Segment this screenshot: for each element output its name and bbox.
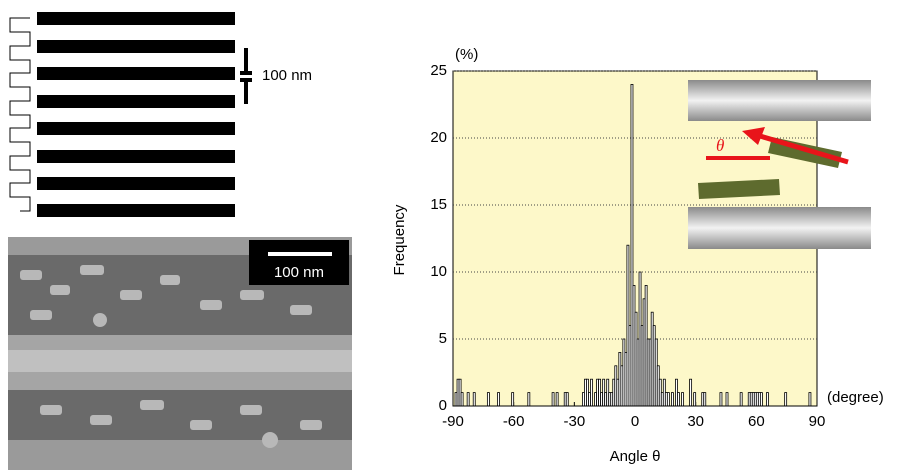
bar bbox=[677, 392, 680, 407]
bar bbox=[555, 392, 559, 407]
histogram: 0 5 10 15 20 25 -90 -60 -30 0 30 60 90 (%) (degree) Fre… bbox=[391, 46, 884, 465]
bar bbox=[719, 392, 723, 407]
bar bbox=[671, 392, 674, 407]
sem-image: 100 nm bbox=[8, 237, 352, 470]
y-tick-label: 10 bbox=[430, 263, 447, 280]
bar bbox=[511, 392, 515, 407]
bar bbox=[725, 392, 729, 407]
x-tick-label: -90 bbox=[442, 413, 464, 430]
bar bbox=[703, 392, 707, 407]
bar bbox=[759, 392, 763, 407]
scale-label: 100 nm bbox=[274, 264, 324, 281]
bar bbox=[472, 392, 476, 407]
bar bbox=[766, 392, 769, 407]
bar bbox=[666, 392, 670, 407]
y-tick-label: 0 bbox=[439, 397, 447, 414]
bar bbox=[497, 392, 500, 407]
y-tick-label: 25 bbox=[430, 62, 447, 79]
y-tick-label: 15 bbox=[430, 196, 447, 213]
bar bbox=[527, 392, 531, 407]
bar bbox=[689, 378, 693, 407]
inset: θ bbox=[688, 80, 871, 249]
x-unit: (degree) bbox=[827, 389, 884, 406]
x-tick-label: 0 bbox=[631, 413, 639, 430]
bar bbox=[565, 392, 569, 407]
bar bbox=[808, 392, 812, 407]
bar bbox=[693, 392, 697, 407]
scale-label: 100 nm bbox=[262, 67, 312, 84]
angle-label: θ bbox=[716, 136, 724, 155]
x-axis-label: Angle θ bbox=[610, 448, 661, 465]
y-tick-label: 5 bbox=[439, 330, 447, 347]
y-tick-label: 20 bbox=[430, 129, 447, 146]
bar bbox=[551, 392, 555, 407]
bar bbox=[784, 392, 788, 407]
y-axis-label: Frequency bbox=[391, 204, 408, 275]
x-tick-label: 30 bbox=[687, 413, 704, 430]
bar bbox=[460, 392, 464, 407]
x-tick-label: -30 bbox=[563, 413, 585, 430]
schematic: 100 nm bbox=[9, 12, 312, 217]
bar bbox=[739, 392, 743, 407]
y-unit: (%) bbox=[455, 46, 478, 63]
x-tick-label: 60 bbox=[748, 413, 765, 430]
bar bbox=[681, 392, 684, 407]
x-tick-label: 90 bbox=[809, 413, 826, 430]
bar bbox=[486, 392, 490, 407]
bar bbox=[466, 392, 470, 407]
bar bbox=[590, 378, 593, 407]
x-tick-label: -60 bbox=[503, 413, 525, 430]
